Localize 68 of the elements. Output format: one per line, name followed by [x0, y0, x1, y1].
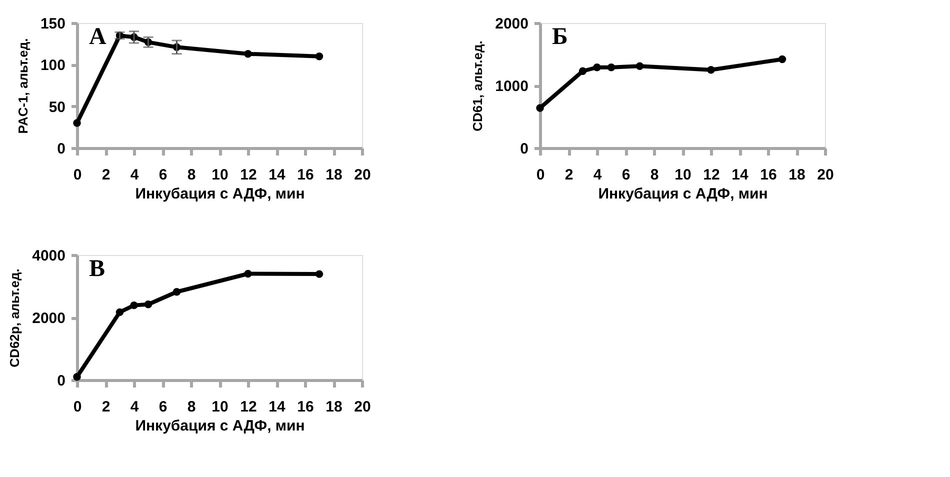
- x-tick-label: 4: [593, 166, 602, 184]
- point: [707, 66, 715, 74]
- point: [593, 64, 601, 72]
- x-tick-label: 4: [130, 166, 140, 184]
- x-tick-label: 2: [102, 398, 110, 416]
- point: [607, 64, 616, 72]
- x-tick-label: 14: [268, 166, 286, 184]
- y-axis-title: CD62p, альт.ед.: [7, 268, 22, 368]
- y-tick-label: 0: [57, 372, 66, 390]
- x-tick-label: 0: [536, 166, 545, 184]
- x-tick-label: 2: [564, 166, 574, 184]
- x-tick-label: 2: [102, 166, 110, 184]
- x-tick-label: 10: [212, 398, 228, 416]
- point: [578, 67, 587, 75]
- x-tick-label: 20: [354, 166, 371, 184]
- y-tick-label: 4000: [32, 248, 66, 264]
- annotation: Б: [552, 24, 568, 50]
- point: [536, 104, 544, 112]
- point: [116, 308, 124, 316]
- x-tick-label: 14: [268, 398, 286, 416]
- x-tick-label: 10: [212, 166, 228, 184]
- x-tick-label: 16: [760, 166, 777, 184]
- x-tick-label: 12: [703, 166, 720, 184]
- annotation: В: [89, 256, 106, 282]
- x-tick-label: 6: [158, 166, 168, 184]
- point: [778, 55, 786, 64]
- point: [172, 288, 181, 296]
- x-tick-label: 20: [354, 398, 371, 416]
- x-tick-label: 6: [158, 398, 168, 416]
- point: [315, 52, 324, 60]
- y-axis-title: CD61, альт.ед.: [470, 40, 486, 132]
- point: [144, 300, 152, 308]
- x-axis-title: Инкубация с АДФ, мин: [598, 186, 768, 202]
- x-tick-label: 8: [187, 166, 196, 184]
- x-tick-label: 0: [73, 398, 82, 416]
- x-tick-label: 10: [674, 166, 692, 184]
- x-tick-label: 6: [622, 166, 630, 184]
- x-tick-label: 12: [240, 166, 257, 184]
- annotation: А: [89, 24, 107, 50]
- point: [244, 270, 252, 278]
- point: [244, 50, 252, 58]
- x-tick-label: 20: [817, 166, 834, 184]
- x-tick-label: 18: [326, 166, 342, 184]
- x-tick-label: 8: [187, 398, 196, 416]
- point: [73, 119, 81, 127]
- x-tick-label: 4: [130, 398, 140, 416]
- x-tick-label: 16: [297, 166, 314, 184]
- x-tick-label: 8: [650, 166, 659, 184]
- y-tick-label: 1000: [495, 78, 528, 95]
- y-tick-label: 100: [40, 57, 66, 74]
- point: [636, 62, 644, 70]
- x-tick-label: 18: [326, 398, 342, 416]
- x-axis-title: Инкубация с АДФ, мин: [135, 186, 305, 202]
- y-tick-label: 0: [57, 140, 66, 158]
- x-axis-title: Инкубация с АДФ, мин: [135, 418, 305, 434]
- y-tick-label: 50: [48, 98, 66, 116]
- y-tick-label: 0: [520, 140, 528, 158]
- point: [315, 270, 324, 278]
- x-tick-label: 16: [297, 398, 314, 416]
- x-tick-label: 14: [732, 166, 749, 184]
- y-tick-label: 150: [40, 16, 66, 32]
- y-tick-label: 2000: [495, 16, 528, 32]
- y-tick-label: 2000: [32, 310, 66, 327]
- x-tick-label: 0: [73, 166, 82, 184]
- y-axis-title: PAC-1, альт.ед.: [15, 38, 30, 134]
- point: [130, 301, 138, 310]
- x-tick-label: 18: [788, 166, 806, 184]
- x-tick-label: 12: [240, 398, 257, 416]
